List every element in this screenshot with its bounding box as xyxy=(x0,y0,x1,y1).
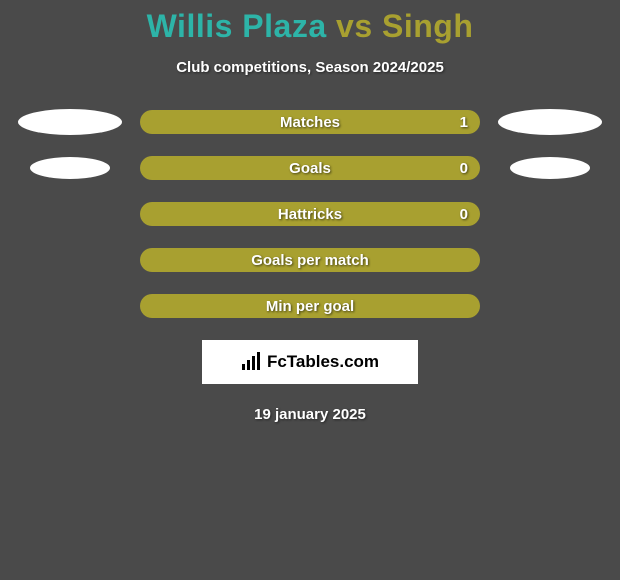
stat-label: Matches xyxy=(280,114,340,131)
subtitle: Club competitions, Season 2024/2025 xyxy=(0,59,620,76)
logo-text: FcTables.com xyxy=(267,352,379,372)
page-title: Willis Plaza vs Singh xyxy=(0,8,620,45)
left-ellipse-slot xyxy=(0,157,140,179)
stat-right-value: 0 xyxy=(460,206,468,223)
left-ellipse-slot xyxy=(0,109,140,135)
stat-label: Hattricks xyxy=(278,206,342,223)
stat-row-goals: Goals 0 xyxy=(0,156,620,180)
player2-name: Singh xyxy=(382,8,473,44)
left-ellipse-icon xyxy=(18,109,122,135)
logo-box[interactable]: FcTables.com xyxy=(202,340,418,384)
right-ellipse-slot xyxy=(480,157,620,179)
stat-right-value: 1 xyxy=(460,114,468,131)
stat-bar-min-per-goal: Min per goal xyxy=(140,294,480,318)
stat-bar-matches: Matches 1 xyxy=(140,110,480,134)
vs-text: vs xyxy=(336,8,373,44)
stat-row-min-per-goal: Min per goal xyxy=(0,294,620,318)
stat-row-goals-per-match: Goals per match xyxy=(0,248,620,272)
left-ellipse-icon xyxy=(30,157,110,179)
stat-bar-goals: Goals 0 xyxy=(140,156,480,180)
comparison-card: Willis Plaza vs Singh Club competitions,… xyxy=(0,0,620,423)
footer-date: 19 january 2025 xyxy=(0,406,620,423)
stat-right-value: 0 xyxy=(460,160,468,177)
right-ellipse-icon xyxy=(510,157,590,179)
stat-bar-goals-per-match: Goals per match xyxy=(140,248,480,272)
chart-icon xyxy=(241,352,263,372)
stat-label: Goals xyxy=(289,160,331,177)
stat-bar-hattricks: Hattricks 0 xyxy=(140,202,480,226)
stat-row-matches: Matches 1 xyxy=(0,110,620,134)
stat-label: Min per goal xyxy=(266,298,354,315)
stat-label: Goals per match xyxy=(251,252,369,269)
right-ellipse-slot xyxy=(480,109,620,135)
stats-area: Matches 1 Goals 0 xyxy=(0,110,620,318)
player1-name: Willis Plaza xyxy=(147,8,327,44)
right-ellipse-icon xyxy=(498,109,602,135)
stat-row-hattricks: Hattricks 0 xyxy=(0,202,620,226)
